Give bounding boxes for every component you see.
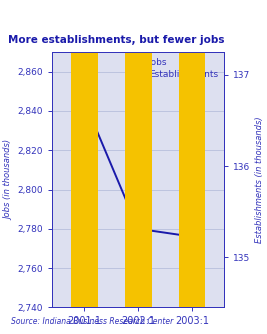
Bar <box>125 0 152 307</box>
Legend: Jobs, Establishments: Jobs, Establishments <box>130 57 220 80</box>
Bar <box>71 0 98 307</box>
Text: More establishments, but fewer jobs: More establishments, but fewer jobs <box>8 35 225 45</box>
Bar <box>179 0 205 307</box>
Text: Figure 1: Employment in Indiana: Figure 1: Employment in Indiana <box>8 9 200 19</box>
Y-axis label: Establishments (in thousands): Establishments (in thousands) <box>255 116 264 243</box>
Y-axis label: Jobs (in thousands): Jobs (in thousands) <box>4 140 13 220</box>
Text: Source: Indiana Business Research Center: Source: Indiana Business Research Center <box>11 317 173 326</box>
